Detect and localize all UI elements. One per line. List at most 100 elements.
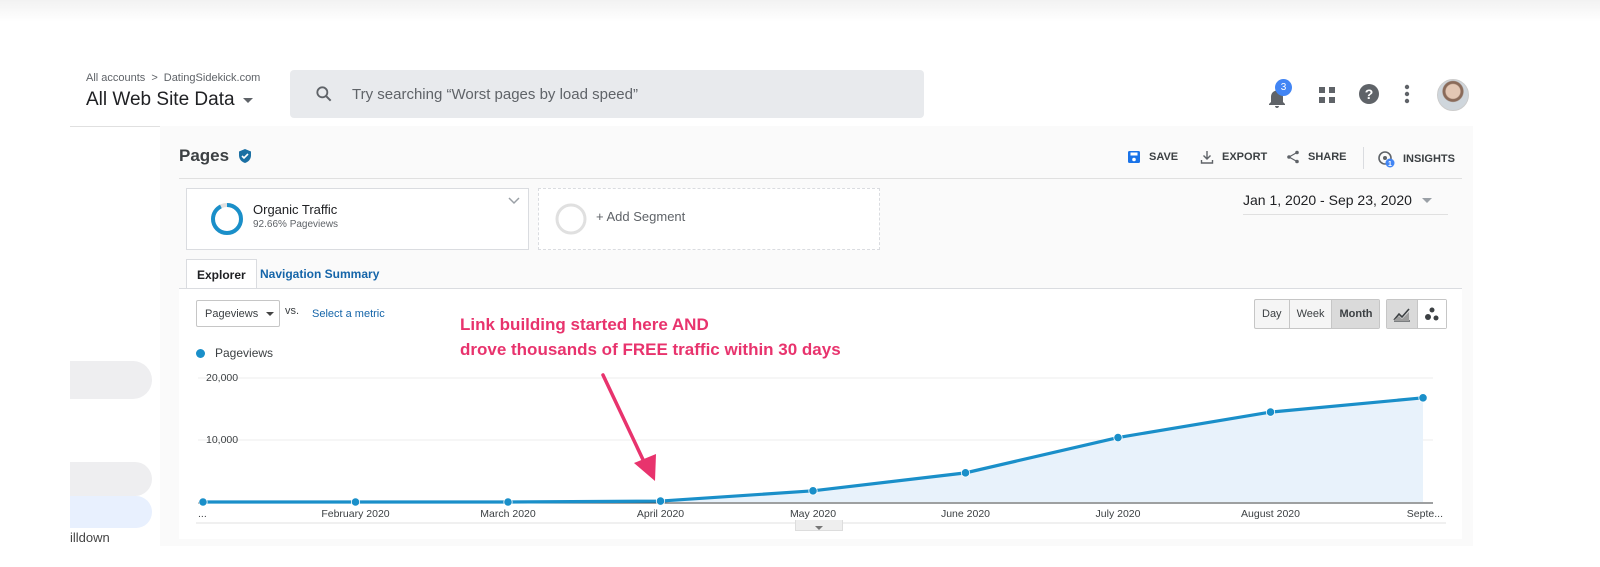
annotation-arrow-shaft [601,373,648,468]
granularity-day[interactable]: Day [1255,300,1290,328]
annotation-line-2: drove thousands of FREE traffic within 3… [460,340,841,359]
data-point [503,497,513,507]
legend-swatch [196,348,205,358]
breadcrumb: All accounts > DatingSidekick.com [86,72,260,84]
save-button[interactable]: SAVE [1127,150,1178,164]
caret-down-icon [266,311,275,316]
y-tick-label: 10,000 [206,434,238,446]
metric-select-value: Pageviews [205,307,259,320]
sidebar-item-label: illdown [70,530,110,545]
breadcrumb-accounts[interactable]: All accounts [86,72,146,84]
series-area [203,397,1423,502]
export-button[interactable]: EXPORT [1200,150,1267,164]
help-icon[interactable]: ? [1358,83,1380,105]
tab-navigation-summary[interactable]: Navigation Summary [260,267,380,281]
top-shade [0,0,1600,22]
y-tick-label: 20,000 [206,372,238,384]
chart-type-toggle [1386,299,1447,329]
motion-chart-button[interactable] [1418,300,1446,328]
data-point [655,496,666,506]
header-divider [179,178,1462,179]
data-point [1265,407,1276,417]
insights-icon: 1 [1378,151,1395,168]
data-point [350,497,361,507]
download-icon [1200,151,1214,164]
tab-explorer[interactable]: Explorer [186,259,257,290]
avatar[interactable] [1437,79,1469,111]
sidebar-divider [70,126,160,127]
line-chart-icon [1393,308,1410,322]
breadcrumb-property[interactable]: DatingSidekick.com [163,72,261,84]
data-point [198,497,208,507]
chart-expand-handle[interactable] [795,520,843,531]
action-divider [1363,147,1364,169]
legend-label: Pageviews [215,346,274,360]
x-tick-label: February 2020 [321,508,389,520]
page-title: Pages [179,146,253,166]
sidebar-item[interactable] [70,462,152,496]
search-placeholder: Try searching “Worst pages by load speed… [352,85,638,103]
share-icon [1287,150,1299,164]
annotation-arrow-head [634,454,656,481]
sidebar-item[interactable] [70,361,152,399]
granularity-week[interactable]: Week [1290,300,1333,328]
search-icon [316,86,332,102]
insights-button[interactable]: 1 INSIGHTS [1377,150,1455,168]
segment-name: Organic Traffic [253,202,338,217]
chevron-right-icon: > [151,72,158,84]
chart-legend: Pageviews [196,346,273,360]
granularity-month[interactable]: Month [1332,300,1380,328]
metric-select[interactable]: Pageviews [196,300,280,327]
date-underline [1243,214,1448,215]
x-tick-label: March 2020 [480,508,536,520]
x-tick-label: May 2020 [790,508,836,520]
add-segment-label: + Add Segment [596,209,686,224]
vs-label: vs. [285,305,300,317]
apps-grid-icon[interactable] [1318,86,1336,104]
bubble-chart-icon [1425,307,1439,321]
x-tick-label: August 2020 [1241,508,1300,520]
annotation-line-1: Link building started here AND [460,315,709,334]
verified-shield-icon [239,149,252,163]
sidebar-item-active[interactable] [70,496,152,528]
data-point [1418,393,1428,403]
more-vert-icon[interactable] [1404,84,1410,104]
caret-down-icon [242,97,253,103]
x-tick-label: ... [198,508,207,520]
chevron-down-icon[interactable] [508,197,520,205]
x-tick-label: July 2020 [1096,508,1141,520]
share-button[interactable]: SHARE [1286,150,1347,164]
data-point [808,486,818,496]
granularity-toggle: Day Week Month [1254,299,1381,329]
data-point [960,468,971,478]
x-tick-label: June 2020 [941,508,990,520]
page-title-text: Pages [179,146,230,165]
insights-count: 1 [1388,161,1392,168]
tab-divider [179,288,1462,289]
share-label: SHARE [1308,151,1347,163]
date-range-text: Jan 1, 2020 - Sep 23, 2020 [1243,192,1412,208]
select-metric-link[interactable]: Select a metric [312,308,385,320]
save-icon [1128,151,1140,163]
save-label: SAVE [1149,151,1179,163]
empty-segment-ring-icon [555,203,587,235]
line-chart-button[interactable] [1387,300,1418,328]
search-input[interactable]: Try searching “Worst pages by load speed… [290,70,924,118]
export-label: EXPORT [1222,151,1268,163]
caret-down-icon [815,526,823,530]
segment-ring-icon [211,203,243,235]
x-tick-label: Septe... [1407,508,1443,520]
x-tick-label: April 2020 [637,508,684,520]
notification-badge: 3 [1275,79,1292,96]
view-selector[interactable]: All Web Site Data [86,89,253,111]
segment-card-organic[interactable]: Organic Traffic 92.66% Pageviews [186,188,529,250]
segment-detail: 92.66% Pageviews [253,219,339,230]
annotation-text: Link building started here AND drove tho… [460,312,841,362]
insights-label: INSIGHTS [1403,153,1455,165]
add-segment-button[interactable]: + Add Segment [538,188,880,250]
date-range-picker[interactable]: Jan 1, 2020 - Sep 23, 2020 [1243,192,1432,208]
view-name: All Web Site Data [86,89,235,110]
data-point [1113,432,1123,443]
svg-text:?: ? [1365,86,1374,102]
